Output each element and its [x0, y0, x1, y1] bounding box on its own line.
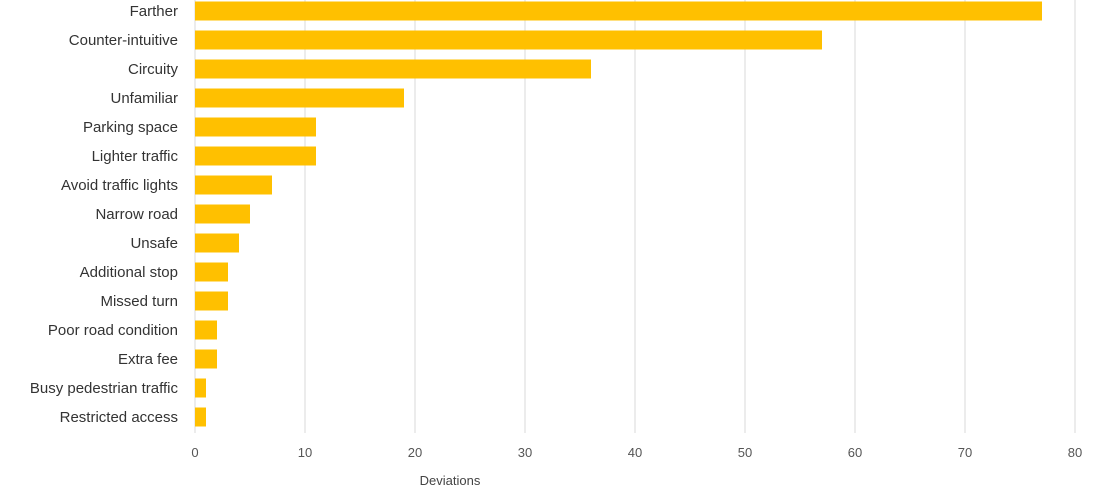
x-tick-label: 20 [408, 445, 422, 460]
category-label: Circuity [128, 61, 179, 78]
category-label: Farther [130, 3, 178, 20]
x-tick-label: 40 [628, 445, 642, 460]
bar [195, 1, 1042, 21]
bar [195, 59, 591, 79]
x-tick-label: 80 [1068, 445, 1082, 460]
bar [195, 117, 316, 137]
bar [195, 349, 217, 369]
bar [195, 30, 822, 50]
category-label: Unsafe [130, 235, 178, 252]
category-label: Additional stop [80, 264, 178, 281]
x-tick-label: 30 [518, 445, 532, 460]
bar [195, 233, 239, 253]
category-label: Parking space [83, 119, 178, 136]
category-label: Extra fee [118, 351, 178, 368]
bar [195, 320, 217, 340]
bar [195, 146, 316, 166]
bar [195, 262, 228, 282]
bar [195, 204, 250, 224]
x-tick-label: 50 [738, 445, 752, 460]
category-label: Avoid traffic lights [61, 177, 178, 194]
category-label: Counter-intuitive [69, 32, 178, 49]
bar [195, 378, 206, 398]
category-label: Poor road condition [48, 322, 178, 339]
category-labels: Farther Counter-intuitive Circuity Unfamili… [30, 3, 179, 426]
x-tick-label: 70 [958, 445, 972, 460]
x-tick-label: 0 [191, 445, 198, 460]
category-label: Narrow road [95, 206, 178, 223]
bar [195, 175, 272, 195]
category-label: Busy pedestrian traffic [30, 380, 179, 397]
x-tick-label: 60 [848, 445, 862, 460]
category-label: Unfamiliar [110, 90, 178, 107]
bar [195, 291, 228, 311]
x-axis-title: Deviations [420, 473, 481, 488]
category-label: Restricted access [60, 409, 178, 426]
bar [195, 407, 206, 427]
bars [195, 1, 1042, 427]
bar [195, 88, 404, 108]
x-tick-labels: 0 10 20 30 40 50 60 70 80 [191, 445, 1082, 460]
category-label: Missed turn [100, 293, 178, 310]
x-tick-label: 10 [298, 445, 312, 460]
category-label: Lighter traffic [92, 148, 179, 165]
